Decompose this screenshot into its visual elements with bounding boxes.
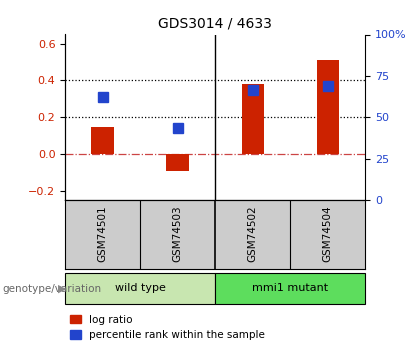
- Text: wild type: wild type: [115, 283, 165, 293]
- Title: GDS3014 / 4633: GDS3014 / 4633: [158, 17, 272, 31]
- Text: GSM74503: GSM74503: [173, 206, 183, 262]
- Text: mmi1 mutant: mmi1 mutant: [252, 283, 328, 293]
- Text: GSM74501: GSM74501: [97, 206, 108, 262]
- Text: genotype/variation: genotype/variation: [2, 284, 101, 294]
- Bar: [317, 60, 339, 154]
- Bar: [166, 154, 189, 171]
- Bar: [92, 127, 114, 154]
- Text: GSM74504: GSM74504: [323, 206, 333, 262]
- Legend: log ratio, percentile rank within the sample: log ratio, percentile rank within the sa…: [70, 315, 265, 340]
- Bar: [241, 84, 264, 154]
- FancyBboxPatch shape: [65, 273, 215, 304]
- Text: GSM74502: GSM74502: [248, 206, 258, 262]
- Text: ▶: ▶: [58, 284, 66, 294]
- FancyBboxPatch shape: [215, 273, 365, 304]
